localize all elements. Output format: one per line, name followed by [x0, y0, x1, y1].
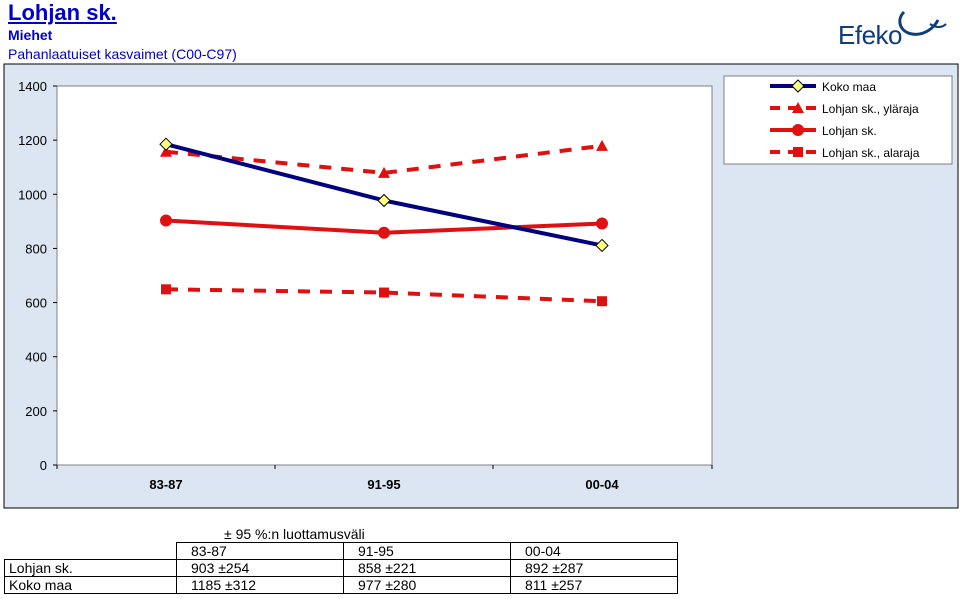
- data-point: [596, 217, 608, 230]
- row-label: Lohjan sk.: [4, 559, 177, 577]
- row-label: Koko maa: [4, 576, 177, 594]
- legend: [723, 75, 953, 165]
- table-corner: [4, 542, 177, 560]
- legend-label: Lohjan sk.: [822, 124, 877, 138]
- data-point: [596, 139, 608, 151]
- data-point: [160, 145, 172, 157]
- y-tick-label: 1400: [18, 79, 47, 94]
- y-tick-label: 600: [25, 296, 47, 311]
- table-cell: 892 ±287: [510, 559, 678, 577]
- y-tick-label: 1000: [18, 187, 47, 202]
- table-cell: 903 ±254: [176, 559, 344, 577]
- table-cell: 811 ±257: [510, 576, 678, 594]
- page-description: Pahanlaatuiset kasvaimet (C00-C97): [8, 46, 237, 62]
- chart-container: 0 200 400 600 800 1000 1200 1400 83-87 91-95 00-04…: [0, 62, 960, 510]
- series-line: [165, 143, 603, 175]
- table-row: Lohjan sk. 903 ±254 858 ±221 892 ±287: [4, 559, 678, 577]
- y-tick-label: 0: [40, 458, 47, 473]
- column-header: 83-87: [176, 542, 344, 560]
- data-point: [597, 296, 607, 307]
- legend-marker: [793, 147, 803, 157]
- table-header-row: 83-87 91-95 00-04: [4, 542, 678, 560]
- y-tick-label: 200: [25, 404, 47, 419]
- legend-marker: [792, 102, 804, 113]
- table-cell: 1185 ±312: [176, 576, 344, 594]
- y-tick-label: 800: [25, 241, 47, 256]
- data-point: [160, 214, 172, 227]
- x-tick-label: 91-95: [367, 477, 400, 492]
- data-point: [378, 166, 390, 178]
- y-tick-label: 400: [25, 350, 47, 365]
- data-point: [379, 287, 389, 298]
- page-title: Lohjan sk.: [8, 0, 117, 25]
- plot-area: [56, 85, 713, 466]
- table-row: Koko maa 1185 ±312 977 ±280 811 ±257: [4, 576, 678, 594]
- y-tick-label: 1200: [18, 133, 47, 148]
- table-cell: 977 ±280: [343, 576, 511, 594]
- legend-marker: [792, 124, 804, 136]
- table-caption: ± 95 %:n luottamusväli: [224, 526, 365, 542]
- legend-label: Koko maa: [822, 80, 876, 94]
- series-line: [165, 287, 603, 304]
- logo-swoosh-icon: [898, 10, 947, 36]
- legend-label: Lohjan sk., alaraja: [822, 146, 920, 160]
- legend-label: Lohjan sk., yläraja: [822, 102, 919, 116]
- line-chart: 0 200 400 600 800 1000 1200 1400 83-87 91-95 00-04…: [3, 63, 959, 509]
- column-header: 00-04: [510, 542, 678, 560]
- x-tick-label: 83-87: [149, 477, 182, 492]
- efeko-logo: Efeko: [838, 6, 948, 52]
- table-cell: 858 ±221: [343, 559, 511, 577]
- column-header: 91-95: [343, 542, 511, 560]
- data-table: 83-87 91-95 00-04 Lohjan sk. 903 ±254 85…: [4, 542, 678, 594]
- data-point: [378, 226, 390, 239]
- data-point: [161, 284, 171, 295]
- data-point: [377, 193, 391, 208]
- data-point: [595, 238, 609, 253]
- legend-marker: [791, 79, 805, 93]
- data-point: [159, 137, 173, 151]
- page-subtitle: Miehet: [8, 27, 53, 43]
- x-tick-label: 00-04: [585, 477, 619, 492]
